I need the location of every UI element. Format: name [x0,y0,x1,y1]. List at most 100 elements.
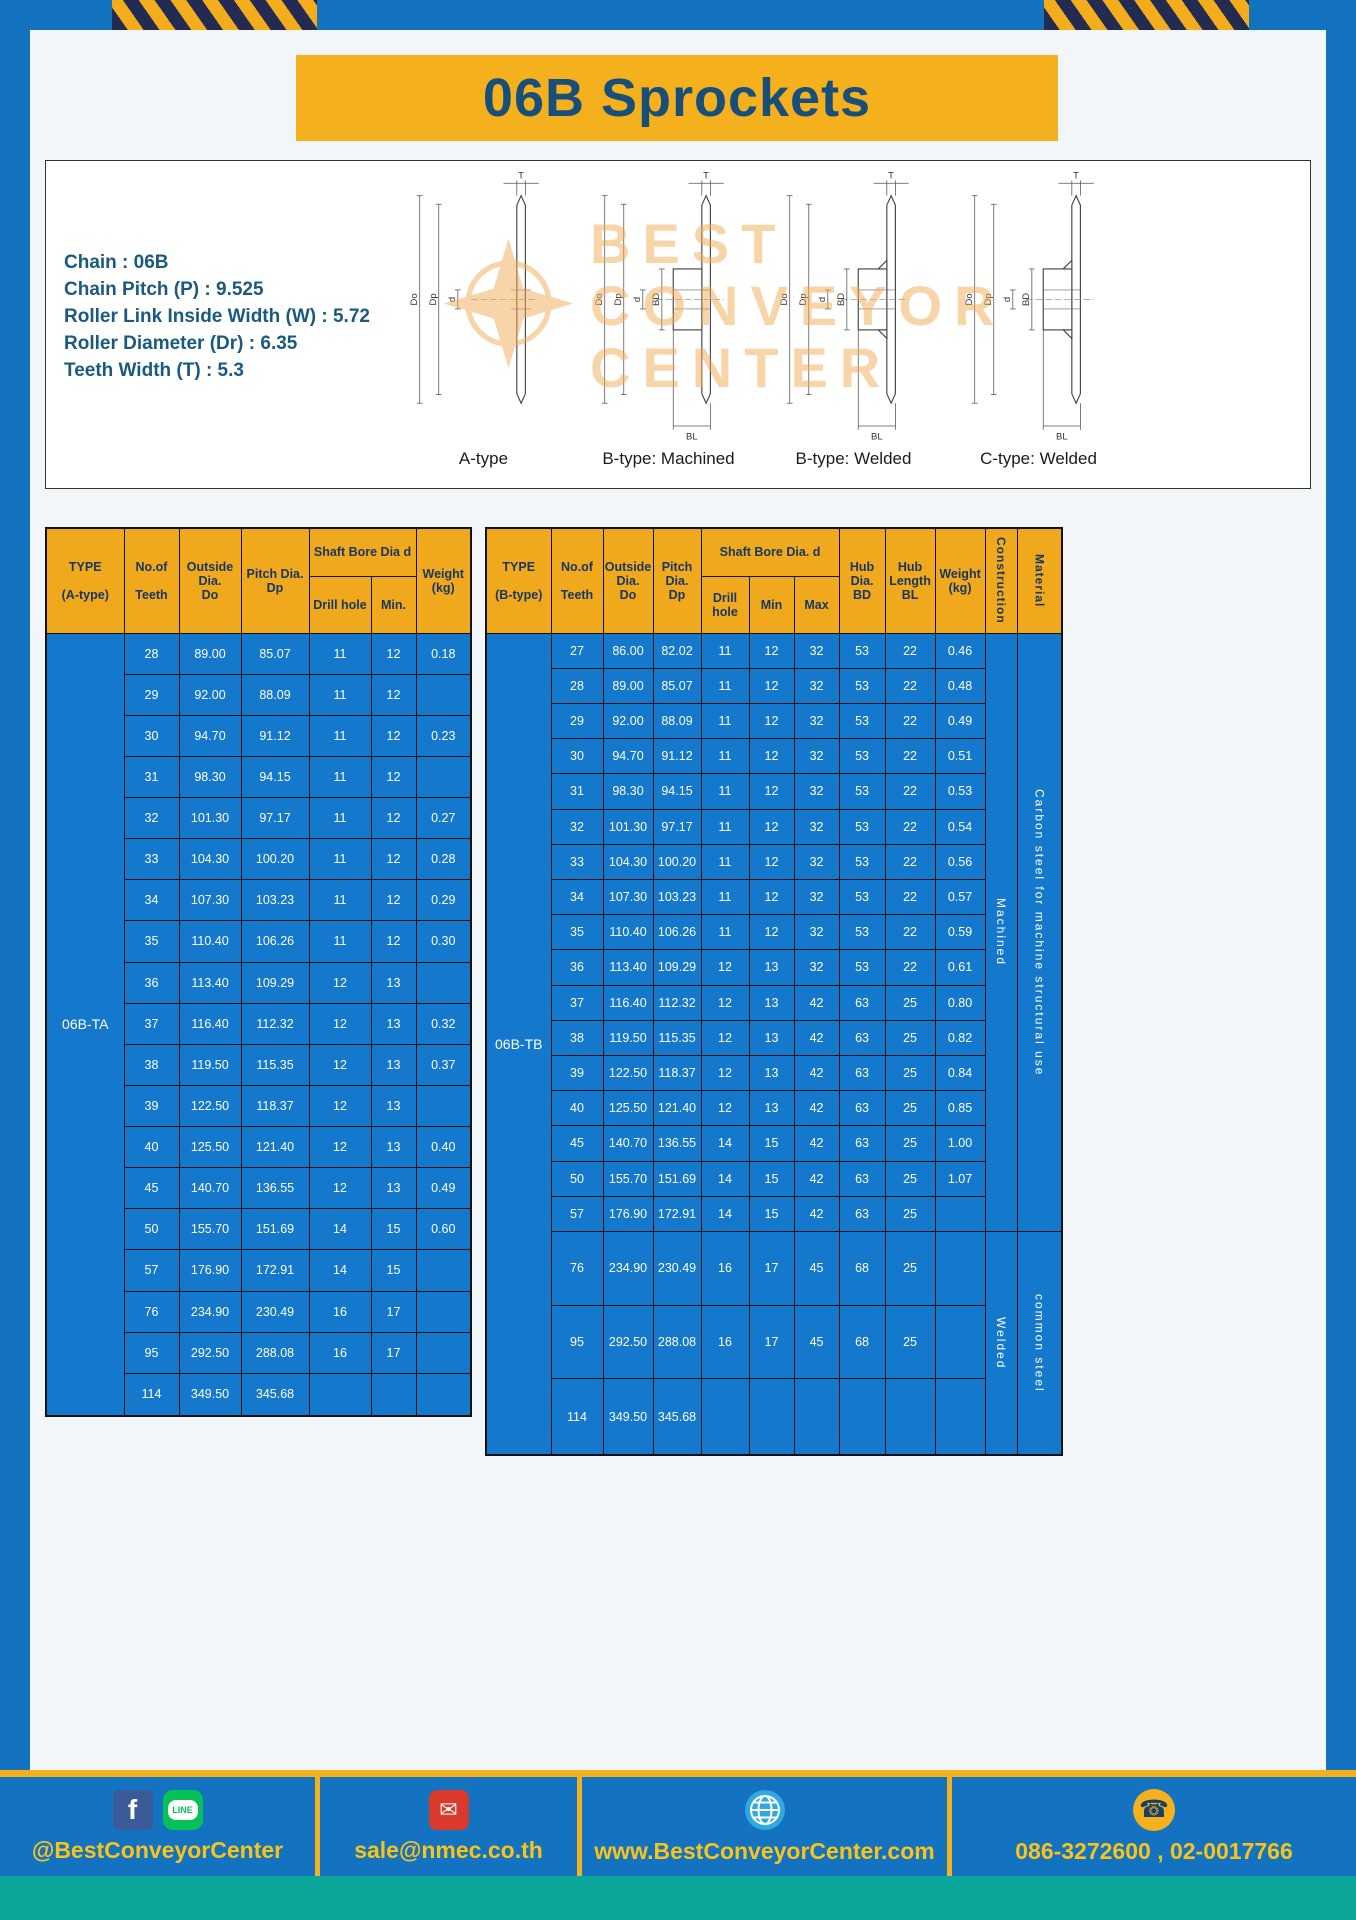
table-cell: 25 [884,1160,936,1197]
table-cell: 25 [884,984,936,1021]
table-cell: 38 [123,1043,180,1086]
table-cell: 22 [884,843,936,880]
spec-line: Chain Pitch (P) : 9.525 [64,279,264,300]
table-cell: 136.55 [652,1125,702,1162]
table-cell: 119.50 [602,1019,654,1056]
table-row: 30 94.70 91.12 11 12 32 53 22 0.51 [486,738,1062,775]
table-cell: 53 [838,738,886,775]
table-cell: 122.50 [602,1054,654,1092]
table-row: 36 113.40 109.29 12 13 [46,961,472,1004]
svg-text:T: T [703,171,709,182]
sprocket-drawing: T Do Dp d BD BL [964,171,1094,442]
table-cell: 15 [370,1249,417,1292]
type-label: 06B-TA [45,632,125,1417]
table-cell: 13 [748,1090,795,1127]
table-cell: 11 [700,738,750,775]
page-body: 06B Sprockets Chain : 06B Chain Pitch (P… [30,30,1326,1770]
table-row: 76 234.90 230.49 16 17 [46,1290,472,1333]
table-cell: 110.40 [178,920,242,963]
table-row: 38 119.50 115.35 12 13 0.37 [46,1043,472,1086]
svg-text:d: d [447,297,458,302]
col-header-weight: Weight (kg) [934,527,986,634]
table-row: 31 98.30 94.15 11 12 [46,755,472,799]
table-cell: 17 [370,1331,417,1374]
table-cell: 38 [550,1019,604,1056]
table-cell: 22 [884,738,936,775]
table-cell: 0.40 [415,1125,472,1169]
table-row: 36 113.40 109.29 12 13 32 53 22 0.61 [486,949,1062,986]
table-cell: 25 [884,1054,936,1092]
footer-section-social: f LINE @BestConveyorCenter [0,1777,320,1876]
table-cell: 12 [700,1019,750,1056]
table-cell: 42 [793,1160,840,1197]
table-cell: 15 [748,1160,795,1197]
table-cell: 0.82 [934,1019,986,1056]
table-cell: 28 [550,667,604,704]
table-cell: 85.07 [240,632,310,675]
table-cell [700,1378,750,1456]
table-cell: 349.50 [602,1378,654,1456]
table-cell: 28 [123,632,180,675]
table-cell [884,1378,936,1456]
diagram-b-type-machined: T Do Dp d BD BL B-type: Machined [576,169,761,479]
table-row: 35 110.40 106.26 11 12 0.30 [46,920,472,963]
footer-divider-line [0,1770,1356,1777]
table-cell: 172.91 [652,1195,702,1232]
table-cell: 14 [308,1249,372,1292]
social-handle: @BestConveyorCenter [31,1836,284,1863]
table-cell: 91.12 [240,714,310,757]
table-cell: 34 [550,878,604,916]
footer: f LINE @BestConveyorCenter ✉ sale@nmec.c… [0,1777,1356,1876]
table-cell: 94.70 [178,714,242,757]
table-row: 39 122.50 118.37 12 13 42 63 25 0.84 [486,1054,1062,1092]
col-header-pitch-dia: Pitch Dia. Dp [652,527,702,634]
table-cell: 119.50 [178,1043,242,1086]
table-cell: 88.09 [652,702,702,740]
table-row: 32 101.30 97.17 11 12 0.27 [46,796,472,840]
table-cell: 11 [700,878,750,916]
table-cell: 39 [550,1054,604,1092]
table-row: 45 140.70 136.55 14 15 42 63 25 1.00 [486,1125,1062,1162]
table-cell: 85.07 [652,667,702,704]
table-cell: 53 [838,632,886,669]
table-cell: 36 [123,961,180,1004]
svg-text:Do: Do [409,293,420,305]
table-cell: 16 [308,1290,372,1333]
table-cell: 0.46 [934,632,986,669]
table-cell: 33 [550,843,604,880]
line-bubble: LINE [167,1799,198,1820]
table-cell: 118.37 [240,1084,310,1128]
table-cell: 0.80 [934,984,986,1021]
table-cell: 151.69 [652,1160,702,1197]
table-cell [934,1378,986,1456]
table-row: 57 176.90 172.91 14 15 42 63 25 [486,1195,1062,1232]
footer-icons: f LINE [112,1789,203,1830]
svg-text:BL: BL [871,431,883,442]
svg-text:T: T [1073,171,1079,182]
diagram-caption: C-type: Welded [980,449,1097,468]
table-cell: 118.37 [652,1054,702,1092]
table-cell: 32 [550,808,604,845]
table-cell: 50 [123,1208,180,1251]
table-cell [793,1378,840,1456]
table-cell: 0.59 [934,914,986,951]
sprocket-drawing: T Do Dp d [409,171,539,405]
table-cell: 13 [748,949,795,986]
table-cell: 22 [884,632,936,669]
title-banner: 06B Sprockets [296,55,1058,141]
material-cell: common steel [1016,1230,1063,1456]
table-cell: 89.00 [178,632,242,675]
spec-line: Roller Link Inside Width (W) : 5.72 [64,306,370,327]
col-header-drill-hole: Drill hole [308,575,372,634]
table-cell: 11 [700,808,750,845]
col-header-teeth: No.of Teeth [123,527,180,634]
table-cell: 98.30 [602,773,654,810]
table-row: 95 292.50 288.08 16 17 45 68 25 [486,1304,1062,1380]
svg-text:Do: Do [594,293,605,305]
table-cell: 115.35 [652,1019,702,1056]
table-cell: 14 [308,1208,372,1251]
table-cell: 63 [838,1090,886,1127]
table-cell: 0.84 [934,1054,986,1092]
table-cell: 172.91 [240,1249,310,1292]
diagram-b-type-welded: T Do Dp d BD BL B-type: Welded [761,169,946,479]
